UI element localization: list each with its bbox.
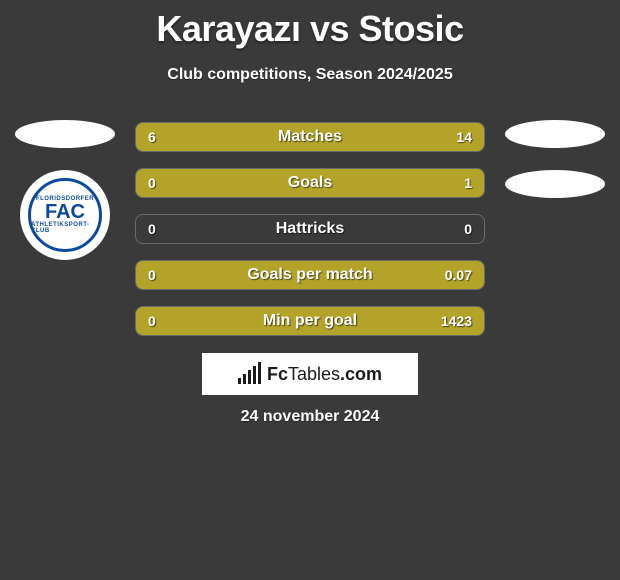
brand-icon-bar	[253, 366, 256, 384]
bar-label: Goals	[136, 169, 484, 197]
badge-arc-bottom: ATHLETIKSPORT-CLUB	[31, 222, 99, 234]
brand-text: FcTables.com	[267, 364, 382, 385]
brand-icon-bar	[248, 370, 251, 384]
brand-main: Tables	[288, 364, 340, 384]
brand-bars-icon	[238, 364, 261, 384]
page-title: Karayazı vs Stosic	[0, 0, 620, 50]
bar-label: Goals per match	[136, 261, 484, 289]
comparison-bars: 614Matches 01Goals 00Hattricks 00.07Goals p…	[135, 122, 485, 352]
left-team-column: FLORIDSDORFER FAC ATHLETIKSPORT-CLUB	[10, 120, 120, 260]
bar-label: Matches	[136, 123, 484, 151]
right-team-name-pill	[505, 120, 605, 148]
left-team-name-pill	[15, 120, 115, 148]
brand-box[interactable]: FcTables.com	[202, 353, 418, 395]
stat-bar-row: 00.07Goals per match	[135, 260, 485, 290]
brand-icon-bar	[243, 374, 246, 384]
brand-prefix: Fc	[267, 364, 288, 384]
page-subtitle: Club competitions, Season 2024/2025	[0, 66, 620, 84]
badge-text: FAC	[45, 202, 85, 222]
left-team-badge: FLORIDSDORFER FAC ATHLETIKSPORT-CLUB	[20, 170, 110, 260]
badge-inner: FLORIDSDORFER FAC ATHLETIKSPORT-CLUB	[28, 178, 102, 252]
brand-icon-bar	[258, 362, 261, 384]
right-team-badge-pill	[505, 170, 605, 198]
stat-bar-row: 00Hattricks	[135, 214, 485, 244]
brand-icon-bar	[238, 378, 241, 384]
stat-bar-row: 614Matches	[135, 122, 485, 152]
stat-bar-row: 01423Min per goal	[135, 306, 485, 336]
bar-label: Min per goal	[136, 307, 484, 335]
stat-bar-row: 01Goals	[135, 168, 485, 198]
right-team-column	[500, 120, 610, 220]
bar-label: Hattricks	[136, 215, 484, 243]
footer-date: 24 november 2024	[0, 408, 620, 426]
brand-suffix: .com	[340, 364, 382, 384]
